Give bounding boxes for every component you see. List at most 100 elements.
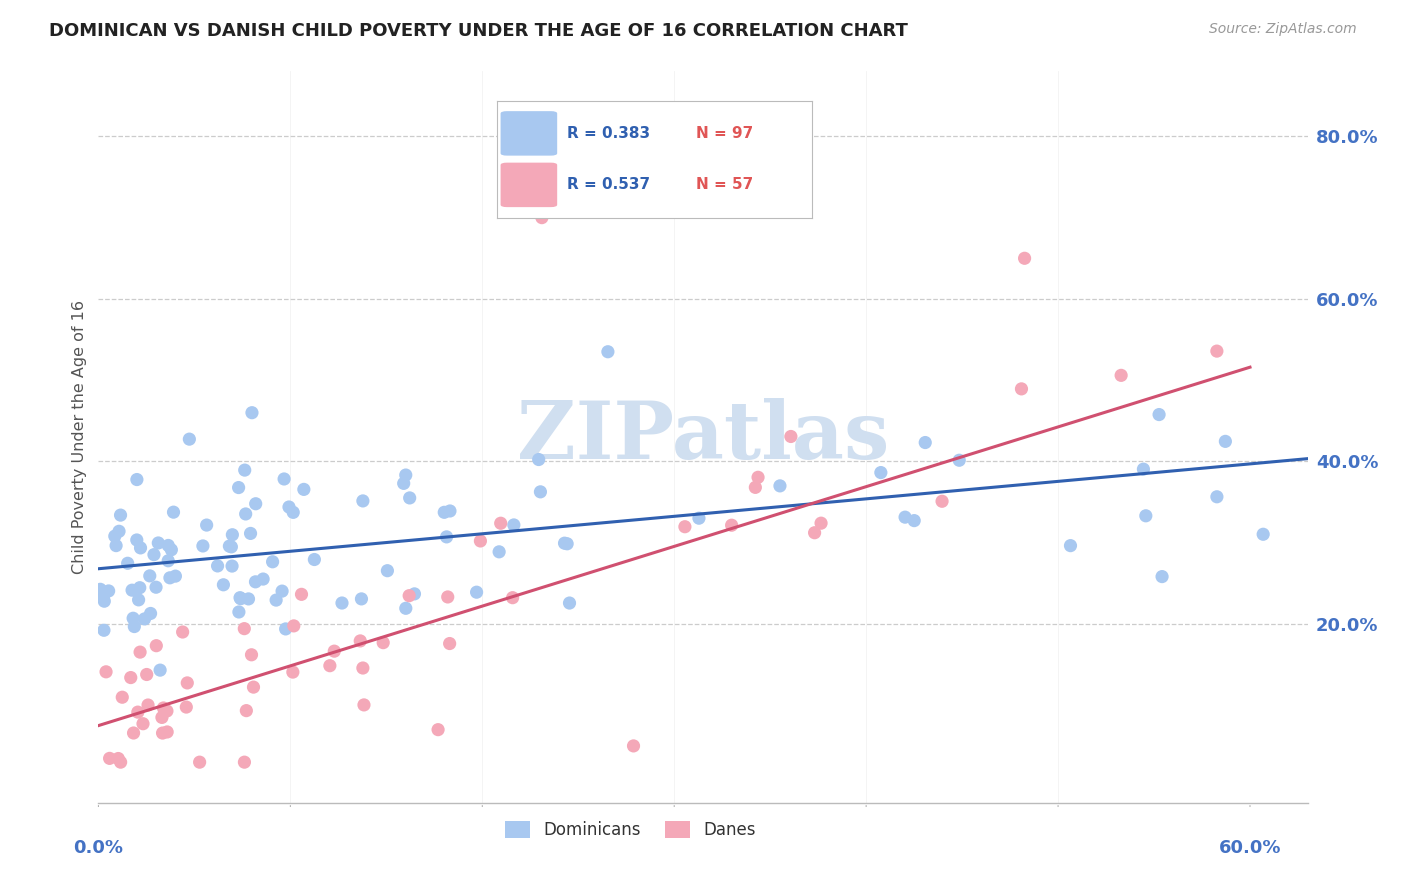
Text: DOMINICAN VS DANISH CHILD POVERTY UNDER THE AGE OF 16 CORRELATION CHART: DOMINICAN VS DANISH CHILD POVERTY UNDER … bbox=[49, 22, 908, 40]
Point bbox=[139, 607, 162, 621]
Point bbox=[436, 590, 458, 604]
Point bbox=[530, 211, 553, 225]
Point bbox=[97, 583, 120, 598]
Point bbox=[1251, 527, 1274, 541]
Point bbox=[93, 591, 115, 606]
Point bbox=[233, 622, 256, 636]
Point bbox=[252, 572, 274, 586]
Point bbox=[128, 592, 150, 607]
Point bbox=[404, 587, 426, 601]
Point bbox=[555, 537, 578, 551]
Point bbox=[283, 505, 305, 519]
Point bbox=[156, 725, 179, 739]
Point bbox=[1059, 539, 1081, 553]
Point bbox=[392, 476, 415, 491]
Point bbox=[122, 611, 145, 625]
Point bbox=[596, 344, 619, 359]
Point bbox=[245, 574, 267, 589]
Point bbox=[262, 555, 284, 569]
Point bbox=[1011, 382, 1033, 396]
Point bbox=[139, 569, 162, 583]
Point bbox=[207, 558, 229, 573]
Point bbox=[323, 644, 346, 658]
Point bbox=[903, 514, 925, 528]
Point bbox=[1206, 490, 1229, 504]
Point bbox=[145, 639, 167, 653]
Point bbox=[894, 510, 917, 524]
Point bbox=[127, 705, 149, 719]
Point bbox=[132, 716, 155, 731]
Point bbox=[427, 723, 450, 737]
Point bbox=[98, 751, 121, 765]
Point bbox=[107, 751, 129, 765]
Point bbox=[465, 585, 488, 599]
Point bbox=[529, 484, 551, 499]
Point bbox=[352, 661, 374, 675]
Point bbox=[152, 701, 174, 715]
Point bbox=[747, 470, 769, 484]
Point bbox=[160, 542, 183, 557]
Point bbox=[125, 533, 148, 547]
Point bbox=[235, 704, 257, 718]
Point bbox=[233, 463, 256, 477]
Point bbox=[1205, 344, 1227, 359]
Point bbox=[349, 634, 371, 648]
Point bbox=[283, 619, 305, 633]
Point bbox=[319, 658, 342, 673]
Point bbox=[470, 533, 492, 548]
Text: 0.0%: 0.0% bbox=[73, 839, 124, 857]
Point bbox=[195, 518, 218, 533]
Point bbox=[228, 605, 250, 619]
Point bbox=[191, 539, 214, 553]
Point bbox=[235, 507, 257, 521]
Point bbox=[121, 583, 143, 598]
Point bbox=[240, 648, 263, 662]
Point bbox=[110, 755, 132, 769]
Point bbox=[228, 481, 250, 495]
Point bbox=[290, 587, 312, 601]
Point bbox=[218, 539, 240, 553]
Point bbox=[395, 601, 418, 615]
Point bbox=[221, 540, 243, 554]
Point bbox=[239, 526, 262, 541]
Point bbox=[395, 468, 418, 483]
Point bbox=[780, 429, 803, 443]
Point bbox=[558, 596, 581, 610]
Point bbox=[1147, 408, 1170, 422]
Point bbox=[148, 536, 170, 550]
Point bbox=[221, 527, 243, 541]
Point bbox=[111, 690, 134, 705]
Point bbox=[948, 453, 970, 467]
Point bbox=[489, 516, 512, 531]
Point bbox=[673, 520, 696, 534]
Point bbox=[162, 505, 184, 519]
Point bbox=[157, 554, 180, 568]
Point bbox=[433, 505, 456, 519]
Point bbox=[398, 589, 420, 603]
Point bbox=[229, 591, 252, 605]
Point bbox=[179, 432, 201, 446]
Point bbox=[720, 518, 742, 533]
Point bbox=[274, 622, 297, 636]
Point bbox=[129, 645, 152, 659]
Point bbox=[1014, 252, 1036, 266]
Point bbox=[176, 700, 198, 714]
Point bbox=[439, 504, 461, 518]
Point bbox=[436, 530, 458, 544]
Point bbox=[172, 625, 194, 640]
Point bbox=[803, 525, 825, 540]
Point bbox=[554, 536, 576, 550]
Point bbox=[145, 580, 167, 594]
Point bbox=[105, 539, 128, 553]
Text: 60.0%: 60.0% bbox=[1219, 839, 1281, 857]
Point bbox=[245, 497, 267, 511]
Point bbox=[278, 500, 301, 514]
Point bbox=[143, 548, 166, 562]
Point bbox=[744, 480, 766, 494]
Point bbox=[488, 545, 510, 559]
Point bbox=[188, 755, 211, 769]
Point bbox=[353, 698, 375, 712]
Point bbox=[242, 680, 264, 694]
Point bbox=[229, 591, 252, 606]
Point bbox=[93, 624, 115, 638]
